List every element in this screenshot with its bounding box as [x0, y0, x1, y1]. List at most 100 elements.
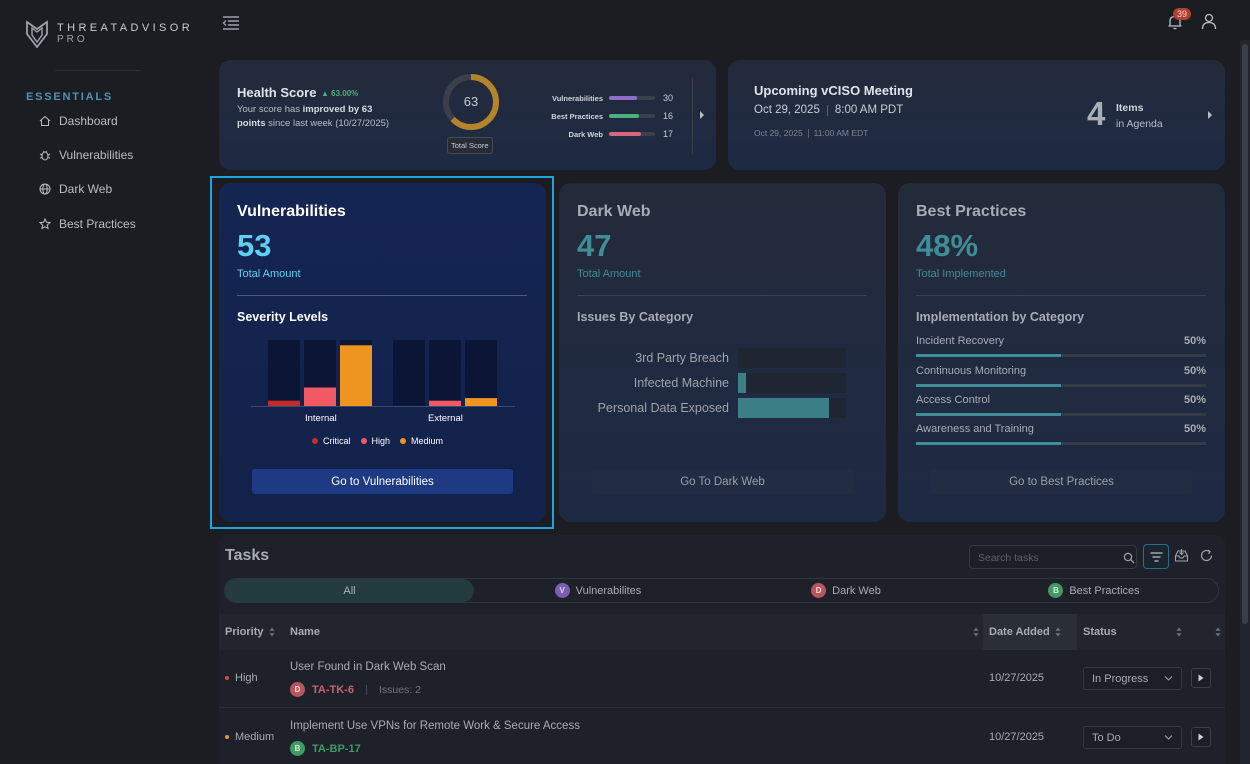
- search-icon[interactable]: [1123, 552, 1135, 564]
- health-score-card[interactable]: Health Score ▲ 63.00% Your score has imp…: [219, 60, 716, 170]
- search-input[interactable]: [978, 550, 1118, 565]
- legend-item-high: High: [360, 436, 390, 446]
- bar-background: [268, 340, 300, 406]
- implementation-name: Awareness and Training: [916, 423, 1034, 435]
- category-bar: [738, 398, 829, 418]
- open-task-button[interactable]: [1191, 727, 1211, 747]
- best-practices-badge: B: [1048, 583, 1064, 598]
- vciso-meeting-card[interactable]: Upcoming vCISO Meeting Oct 29, 2025 8:00 …: [728, 60, 1225, 170]
- open-task-button[interactable]: [1191, 668, 1211, 688]
- category-bar: [738, 373, 747, 393]
- group-label-external: External: [428, 413, 463, 424]
- go-to-best-practices-button[interactable]: Go to Best Practices: [931, 469, 1192, 494]
- tab-label: Best Practices: [1069, 584, 1140, 597]
- scrollbar-thumb[interactable]: [1242, 44, 1248, 624]
- task-name[interactable]: User Found in Dark Web Scan: [290, 661, 446, 673]
- column-date-added[interactable]: Date Added: [983, 614, 1077, 650]
- implementation-row: Incident Recovery 50%: [916, 335, 1206, 357]
- column-status[interactable]: Status: [1083, 626, 1117, 638]
- task-meta: B TA-BP-17: [290, 741, 361, 756]
- vulnerabilities-card[interactable]: Vulnerabilities 53 Total Amount Severity…: [219, 183, 546, 522]
- health-score-donut: 63: [443, 74, 499, 130]
- priority-dot: [225, 735, 229, 739]
- globe-icon: [38, 182, 52, 196]
- task-id[interactable]: TA-BP-17: [312, 742, 361, 755]
- priority-cell: High: [225, 672, 258, 684]
- star-icon: [38, 217, 52, 231]
- tab-best-practices[interactable]: B Best Practices: [970, 579, 1218, 602]
- filter-button[interactable]: [1143, 544, 1169, 569]
- sidebar-item-dark-web[interactable]: Dark Web: [38, 182, 112, 196]
- implementation-track: [916, 354, 1206, 357]
- notification-badge: 39: [1173, 8, 1192, 20]
- breakdown-fill: [609, 96, 637, 100]
- task-name[interactable]: Implement Use VPNs for Remote Work & Sec…: [290, 720, 580, 732]
- bar-background: [429, 340, 461, 406]
- task-id[interactable]: TA-TK-6: [312, 683, 354, 696]
- tab-label: Vulnerabilites: [575, 584, 642, 597]
- table-row[interactable]: High User Found in Dark Web Scan D TA-TK…: [219, 650, 1225, 708]
- health-score-delta: ▲ 63.00%: [321, 89, 359, 98]
- implementation-percent: 50%: [1183, 335, 1206, 347]
- go-to-dark-web-button[interactable]: Go To Dark Web: [592, 469, 853, 494]
- legend-item-medium: Medium: [400, 436, 443, 446]
- implementation-name: Access Control: [916, 394, 990, 406]
- breakdown-name: Vulnerabilities: [552, 93, 603, 103]
- sort-icon[interactable]: [973, 627, 979, 637]
- task-tabs: All V Vulnerabilites D Dark Web B Best Prac…: [224, 578, 1219, 603]
- status-select[interactable]: To Do: [1083, 726, 1182, 749]
- breakdown-row: Vulnerabilities 30: [527, 93, 673, 103]
- sort-icon[interactable]: [1176, 627, 1182, 637]
- dark-web-badge: D: [811, 583, 827, 598]
- sort-icon[interactable]: [1215, 627, 1221, 637]
- priority-dot: [225, 676, 229, 680]
- health-score-value: 63: [464, 94, 478, 109]
- agenda-label: Items in Agenda: [1116, 102, 1163, 130]
- breakdown-value: 30: [663, 93, 674, 103]
- tasks-title: Tasks: [225, 547, 270, 564]
- breakdown-name: Best Practices: [551, 111, 603, 121]
- column-priority[interactable]: Priority: [225, 614, 275, 650]
- dark-web-card[interactable]: Dark Web 47 Total Amount Issues By Categ…: [559, 183, 886, 522]
- inbox-icon[interactable]: [1174, 548, 1189, 563]
- health-score-title: Health Score: [237, 85, 317, 100]
- best-practices-title: Best Practices: [916, 203, 1027, 220]
- refresh-icon[interactable]: [1199, 548, 1214, 563]
- best-practices-badge: B: [290, 741, 305, 756]
- meeting-alt-date: Oct 29, 2025: [754, 128, 803, 138]
- category-bar-row: 3rd Party Breach: [577, 348, 846, 368]
- user-icon[interactable]: [1200, 12, 1218, 30]
- sidebar-item-label: Vulnerabilities: [59, 148, 134, 162]
- task-issues: Issues: 2: [354, 684, 421, 696]
- best-practices-card[interactable]: Best Practices 48% Total Implemented Imp…: [898, 183, 1225, 522]
- implementation-percent: 50%: [1183, 423, 1206, 435]
- priority-cell: Medium: [225, 731, 274, 743]
- column-name[interactable]: Name: [290, 626, 320, 638]
- bar-external-medium: [465, 398, 497, 406]
- chevron-right-icon[interactable]: [1206, 110, 1214, 120]
- vulnerabilities-badge: V: [554, 583, 570, 598]
- tab-dark-web[interactable]: D Dark Web: [722, 579, 970, 602]
- chevron-right-icon[interactable]: [698, 110, 706, 120]
- meeting-date: Oct 29, 2025: [754, 104, 820, 116]
- task-search[interactable]: [969, 545, 1137, 569]
- implementation-fill: [916, 442, 1061, 445]
- dark-web-badge: D: [290, 682, 305, 697]
- menu-toggle-icon[interactable]: [221, 14, 241, 32]
- tab-all[interactable]: All: [225, 579, 474, 602]
- card-divider: [577, 295, 867, 296]
- status-select[interactable]: In Progress: [1083, 667, 1182, 690]
- status-value: In Progress: [1092, 672, 1149, 685]
- implementation-percent: 50%: [1183, 394, 1206, 406]
- card-divider: [916, 295, 1206, 296]
- sidebar-item-vulnerabilities[interactable]: Vulnerabilities: [38, 148, 133, 162]
- sidebar-item-best-practices[interactable]: Best Practices: [38, 217, 136, 231]
- table-row[interactable]: Medium Implement Use VPNs for Remote Wor…: [219, 709, 1225, 764]
- tab-vulnerabilities[interactable]: V Vulnerabilites: [474, 579, 722, 602]
- breakdown-name: Dark Web: [568, 129, 603, 139]
- sidebar-item-dashboard[interactable]: Dashboard: [38, 114, 118, 128]
- tab-label: All: [343, 584, 356, 597]
- brand-logo[interactable]: THREATADVISOR PRO: [26, 20, 193, 48]
- dark-web-title: Dark Web: [577, 203, 651, 220]
- go-to-vulnerabilities-button[interactable]: Go to Vulnerabilities: [252, 469, 513, 494]
